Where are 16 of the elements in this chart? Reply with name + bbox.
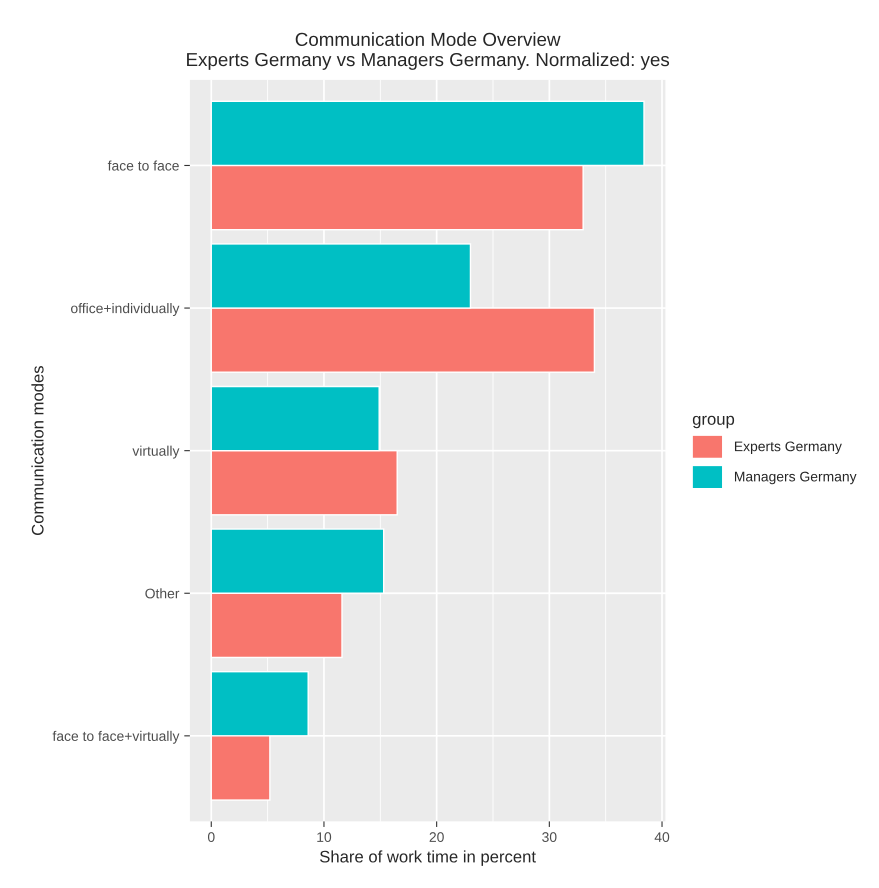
x-tick-label: 30 <box>542 832 557 842</box>
x-tick-label: 0 <box>208 832 215 842</box>
y-axis-title: Communication modes <box>31 366 44 536</box>
x-axis-title: Share of work time in percent <box>320 850 536 866</box>
x-tick-label: 40 <box>654 832 670 842</box>
y-tick-label: virtually <box>132 446 180 459</box>
y-tick-label: office+individually <box>71 303 180 316</box>
x-tick-label: 10 <box>317 832 332 842</box>
x-tick-label: 20 <box>430 832 444 842</box>
legend-label: Managers Germany <box>734 472 857 484</box>
legend-label: Experts Germany <box>734 441 842 454</box>
y-tick-label: Other <box>145 588 180 598</box>
y-tick-label: face to face+virtually <box>52 730 180 744</box>
y-tick-label: face to face <box>108 160 179 171</box>
chart-title: Communication Mode Overview Experts Germany vs Managers Germany. Normalized: yes <box>187 32 670 70</box>
legend-title: group <box>692 416 734 428</box>
